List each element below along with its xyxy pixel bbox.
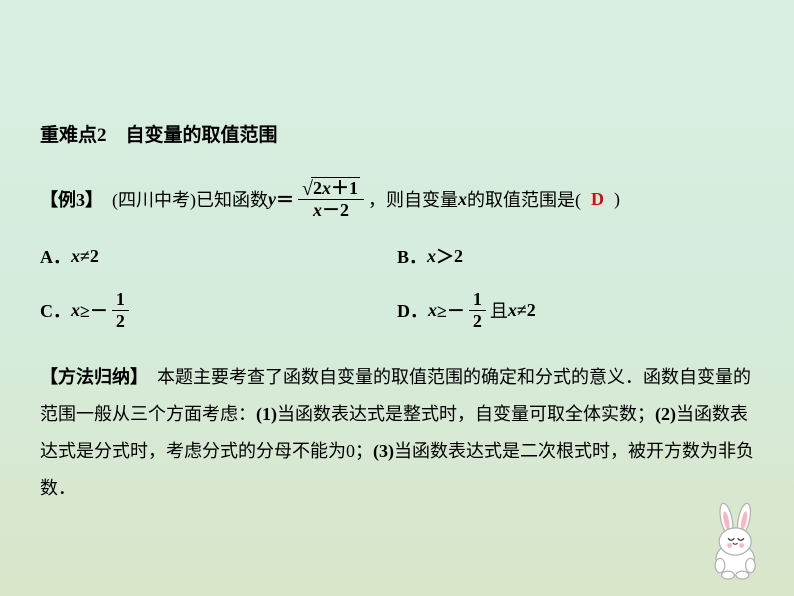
lhs-var: y	[268, 189, 276, 210]
opt-d-var2: x	[508, 300, 517, 321]
example-stem: 【例3】 (四川中考) 已知函数 y ＝ √ 2x＋1 x－2 ，则自变量 x …	[40, 177, 754, 221]
opt-c-num: 1	[112, 289, 129, 311]
lhs-eq: ＝	[276, 186, 294, 212]
p3-label: (3)	[373, 441, 394, 461]
option-b: B． x ＞ 2	[397, 243, 754, 269]
opt-d-rel: ≥－	[437, 297, 465, 323]
opt-a-rhs: 2	[90, 246, 99, 267]
options-grid: A． x ≠ 2 B． x ＞ 2 C． x ≥－ 1 2 D． x ≥－ 1	[40, 243, 754, 331]
p2-label: (2)	[655, 404, 676, 424]
answer: D	[591, 189, 604, 210]
example-label: 【例3】	[40, 186, 112, 212]
opt-d-den: 2	[469, 311, 486, 332]
num-op: ＋	[331, 178, 349, 198]
p1: 当函数表达式是整式时，自变量可取全体实数；	[277, 404, 655, 424]
num-a: 2	[313, 178, 322, 198]
p1-label: (1)	[256, 404, 277, 424]
opt-c-prefix: C．	[40, 297, 71, 323]
opt-c-var: x	[71, 300, 80, 321]
opt-b-prefix: B．	[397, 243, 427, 269]
opt-d-rel2: ≠	[517, 300, 527, 321]
opt-a-rel: ≠	[80, 246, 90, 267]
option-d: D． x ≥－ 1 2 且 x ≠ 2	[397, 289, 754, 331]
option-a: A． x ≠ 2	[40, 243, 397, 269]
opt-d-var: x	[428, 300, 437, 321]
option-c: C． x ≥－ 1 2	[40, 289, 397, 331]
slide: 重难点2 自变量的取值范围 【例3】 (四川中考) 已知函数 y ＝ √ 2x＋…	[0, 0, 794, 596]
opt-d-frac: 1 2	[469, 289, 486, 331]
opt-c-rel: ≥－	[80, 297, 108, 323]
opt-b-var: x	[427, 246, 436, 267]
method-label: 【方法归纳】	[40, 367, 157, 387]
opt-d-prefix: D．	[397, 297, 428, 323]
opt-b-rhs: 2	[454, 246, 463, 267]
example-source: (四川中考)	[112, 186, 196, 212]
opt-a-prefix: A．	[40, 243, 71, 269]
num-var: x	[322, 178, 331, 198]
stem-post3: )	[614, 189, 620, 210]
sqrt: √ 2x＋1	[302, 177, 360, 199]
opt-d-rhs2: 2	[527, 300, 536, 321]
radicand: 2x＋1	[311, 177, 360, 199]
opt-d-num: 1	[469, 289, 486, 311]
method-block: 【方法归纳】 本题主要考查了函数自变量的取值范围的确定和分式的意义．函数自变量的…	[40, 359, 754, 507]
stem-var: x	[458, 189, 467, 210]
stem-pre: 已知函数	[196, 186, 268, 212]
bunny-illustration	[696, 499, 776, 584]
num-b: 1	[349, 178, 358, 198]
main-fraction: √ 2x＋1 x－2	[298, 177, 364, 221]
opt-a-var: x	[71, 246, 80, 267]
stem-post2: 的取值范围是(	[467, 186, 581, 212]
frac-den: x－2	[309, 200, 353, 221]
stem-post1: ，则自变量	[368, 186, 458, 212]
frac-num: √ 2x＋1	[298, 177, 364, 200]
opt-b-rel: ＞	[436, 243, 454, 269]
section-title: 重难点2 自变量的取值范围	[40, 120, 754, 147]
opt-c-frac: 1 2	[112, 289, 129, 331]
den-op: －	[322, 200, 340, 220]
opt-c-den: 2	[112, 311, 129, 332]
den-b: 2	[340, 200, 349, 220]
opt-d-and: 且	[490, 297, 508, 323]
den-var: x	[313, 200, 322, 220]
